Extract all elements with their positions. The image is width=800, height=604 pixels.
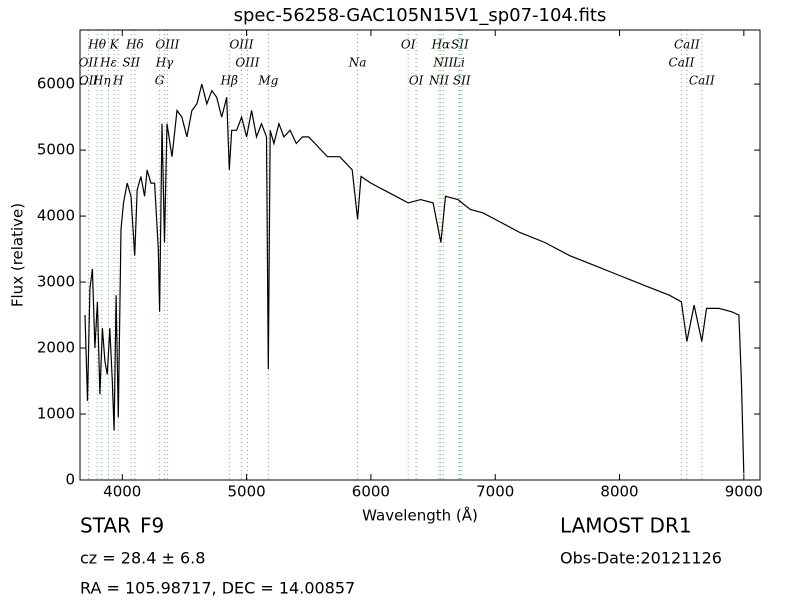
x-axis-label: Wavelength (Å) <box>362 506 478 525</box>
annotation-label: CaII <box>669 56 695 70</box>
annotation-label: NII <box>432 56 453 70</box>
annotation-label: Hε <box>99 56 117 70</box>
annotation-label: Li <box>452 56 465 70</box>
coordinates: RA = 105.98717, DEC = 14.00857 <box>80 579 355 598</box>
annotation-label: SII <box>453 74 471 88</box>
annotation-label: SII <box>451 38 469 52</box>
annotation-label: OIII <box>155 38 179 52</box>
annotation-label: CaII <box>674 38 700 52</box>
annotation-label: OIII <box>229 38 253 52</box>
x-tick-label: 4000 <box>103 483 141 501</box>
spectrum-line <box>84 83 745 474</box>
y-axis-label: Flux (relative) <box>9 203 27 307</box>
object-class: STAR <box>80 514 131 538</box>
annotation-label: Na <box>348 56 367 70</box>
annotation-label: CaII <box>689 74 715 88</box>
annotation-label: Hβ <box>220 74 238 88</box>
x-tick-label: 8000 <box>600 483 638 501</box>
y-tick-label: 3000 <box>37 273 75 291</box>
y-tick-label: 1000 <box>37 405 75 423</box>
survey: LAMOST DR1 <box>560 514 692 538</box>
x-tick-label: 6000 <box>352 483 390 501</box>
y-tick-label: 2000 <box>37 339 75 357</box>
y-tick-label: 5000 <box>37 141 75 159</box>
annotation-label: OIII <box>235 56 259 70</box>
x-tick-label: 9000 <box>725 483 763 501</box>
chart-title: spec-56258-GAC105N15V1_sp07-104.fits <box>234 5 607 26</box>
x-tick-label: 7000 <box>476 483 514 501</box>
annotation-label: K <box>109 38 120 52</box>
y-tick-label: 6000 <box>37 75 75 93</box>
annotation-label: OI <box>401 38 416 52</box>
annotation-label: OI <box>409 74 424 88</box>
plot-frame <box>79 29 761 481</box>
x-tick-label: 5000 <box>227 483 265 501</box>
annotation-label: NII <box>428 74 449 88</box>
annotation-label: Hδ <box>125 38 144 52</box>
subclass: F9 <box>140 514 164 538</box>
redshift: cz = 28.4 ± 6.8 <box>80 549 205 568</box>
annotation-label: Mg <box>257 74 278 88</box>
annotation-label: Hα <box>431 38 451 52</box>
y-tick-label: 0 <box>65 471 75 489</box>
annotation-label: H <box>112 74 124 88</box>
annotation-label: Hγ <box>155 56 174 70</box>
y-tick-label: 4000 <box>37 207 75 225</box>
annotation-label: G <box>155 74 165 88</box>
obs-date: Obs-Date:20121126 <box>560 549 722 568</box>
annotation-label: Hη <box>92 74 111 88</box>
annotation-label: Hθ <box>87 38 106 52</box>
annotation-label: SII <box>122 56 140 70</box>
